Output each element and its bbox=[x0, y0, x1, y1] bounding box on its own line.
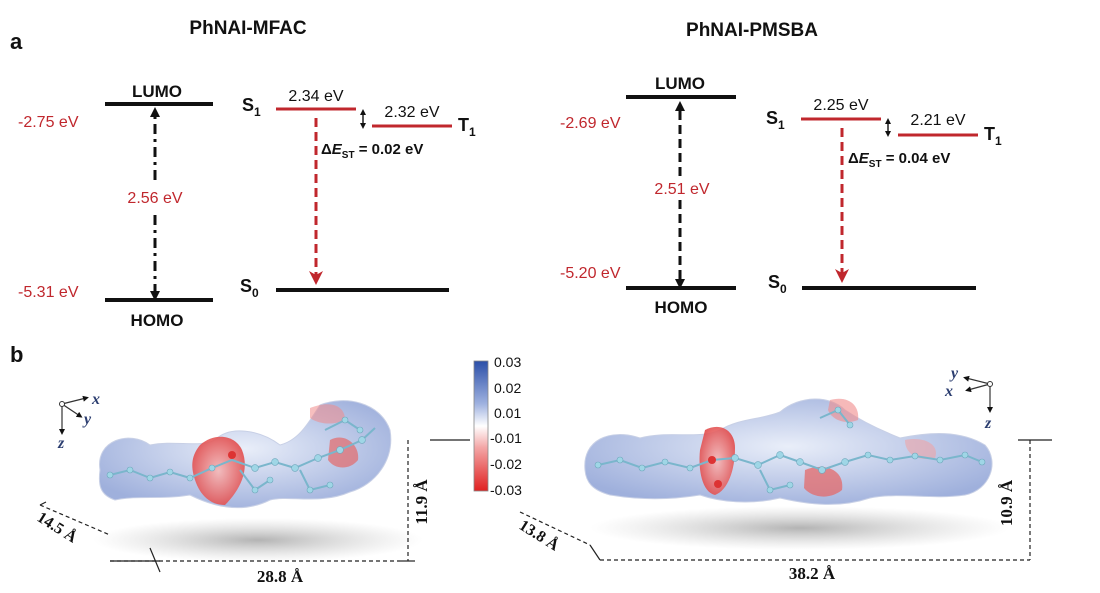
depth-dimension-right: 13.8 Å bbox=[516, 516, 563, 555]
s1-label-left: S1 bbox=[242, 95, 261, 119]
oxygen-atom bbox=[714, 480, 722, 488]
colorbar-tick: 0.01 bbox=[494, 405, 521, 421]
s0-label-left: S0 bbox=[240, 276, 259, 300]
homo-energy-left: -5.31 eV bbox=[18, 284, 79, 301]
colorbar-tick: -0.02 bbox=[490, 456, 522, 472]
lumo-energy-right: -2.69 eV bbox=[560, 115, 621, 132]
homo-label-left: HOMO bbox=[131, 311, 184, 330]
height-dimension-right: 10.9 Å bbox=[997, 479, 1016, 526]
axis-y-label: y bbox=[82, 411, 92, 428]
colorbar-gradient bbox=[473, 360, 489, 492]
panel-b-label: b bbox=[10, 342, 23, 367]
s1-energy-left: 2.34 eV bbox=[288, 88, 343, 105]
axis-y-label: y bbox=[949, 365, 959, 382]
s1-energy-right: 2.25 eV bbox=[813, 97, 868, 114]
diagram-title-left: PhNAI-MFAC bbox=[189, 18, 306, 39]
dimension-lines-left bbox=[39, 439, 470, 573]
axis-x-label: x bbox=[91, 391, 100, 408]
axis-x-label: x bbox=[944, 383, 953, 400]
axis-z-label: z bbox=[984, 415, 992, 432]
length-dimension-right: 38.2 Å bbox=[789, 564, 836, 583]
s0-label-right: S0 bbox=[768, 272, 787, 296]
colorbar-tick: 0.02 bbox=[494, 380, 521, 396]
dimension-lines-right bbox=[519, 439, 1052, 561]
esp-negative-region bbox=[828, 398, 859, 422]
esp-colorbar: 0.03 0.02 0.01 -0.01 -0.02 -0.03 bbox=[473, 354, 522, 498]
esp-negative-region bbox=[310, 404, 345, 424]
depth-dimension-left: 14.5 Å bbox=[34, 508, 81, 547]
diagram-title-right: PhNAI-PMSBA bbox=[686, 20, 818, 41]
axes-glyph-right: y x z bbox=[944, 365, 993, 432]
dest-right: ΔEST = 0.04 eV bbox=[848, 150, 950, 170]
axis-z-label: z bbox=[57, 435, 65, 452]
colorbar-tick: -0.03 bbox=[490, 482, 522, 498]
gap-energy-left: 2.56 eV bbox=[127, 190, 182, 207]
axes-glyph-left: x y z bbox=[57, 391, 100, 452]
lumo-label-left: LUMO bbox=[132, 82, 182, 101]
esp-negative-region bbox=[699, 426, 735, 495]
lumo-label-right: LUMO bbox=[655, 74, 705, 93]
s1-label-right: S1 bbox=[766, 108, 785, 132]
energy-diagram-right: PhNAI-PMSBA LUMO -2.69 eV 2.51 eV -5.20 … bbox=[560, 20, 1002, 317]
oxygen-atom bbox=[228, 451, 236, 459]
t1-label-left: T1 bbox=[458, 115, 476, 139]
molecule-shadow bbox=[93, 518, 423, 562]
height-dimension-left: 11.9 Å bbox=[412, 479, 431, 525]
esp-surface bbox=[98, 400, 392, 509]
atoms bbox=[594, 406, 986, 494]
t1-energy-left: 2.32 eV bbox=[384, 104, 439, 121]
homo-energy-right: -5.20 eV bbox=[560, 265, 621, 282]
t1-energy-right: 2.21 eV bbox=[910, 112, 965, 129]
lumo-energy-left: -2.75 eV bbox=[18, 114, 79, 131]
esp-molecule-left: x y z 14.5 Å 28.8 Å 11.9 Å bbox=[34, 391, 470, 586]
gap-energy-right: 2.51 eV bbox=[654, 181, 709, 198]
length-dimension-left: 28.8 Å bbox=[257, 567, 304, 586]
esp-molecule-right: y x z 13.8 Å 38.2 Å 10.9 Å bbox=[516, 365, 1052, 583]
homo-label-right: HOMO bbox=[655, 298, 708, 317]
t1-label-right: T1 bbox=[984, 124, 1002, 148]
molecule-shadow bbox=[590, 506, 1010, 550]
dest-left: ΔEST = 0.02 eV bbox=[321, 141, 423, 161]
esp-negative-region bbox=[804, 466, 843, 497]
colorbar-tick: -0.01 bbox=[490, 430, 522, 446]
oxygen-atom bbox=[708, 456, 716, 464]
panel-a-label: a bbox=[10, 29, 23, 54]
energy-diagram-left: PhNAI-MFAC LUMO -2.75 eV 2.56 eV -5.31 e… bbox=[18, 18, 476, 330]
colorbar-tick: 0.03 bbox=[494, 354, 521, 370]
atoms bbox=[106, 416, 366, 494]
